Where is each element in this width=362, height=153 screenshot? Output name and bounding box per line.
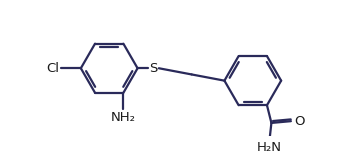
Text: O: O <box>294 115 305 128</box>
Text: NH₂: NH₂ <box>111 110 136 123</box>
Text: H₂N: H₂N <box>257 141 282 153</box>
Text: Cl: Cl <box>47 62 60 75</box>
Text: S: S <box>150 62 158 75</box>
